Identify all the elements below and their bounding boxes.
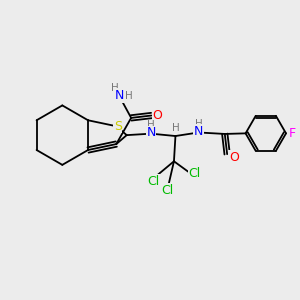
Text: N: N bbox=[194, 125, 203, 138]
Text: S: S bbox=[114, 120, 122, 133]
Text: N: N bbox=[146, 126, 156, 139]
Text: O: O bbox=[152, 109, 162, 122]
Text: H: H bbox=[147, 120, 155, 130]
Text: Cl: Cl bbox=[161, 184, 173, 197]
Text: F: F bbox=[289, 127, 296, 140]
Text: H: H bbox=[172, 123, 179, 133]
Text: H: H bbox=[125, 91, 133, 100]
Text: Cl: Cl bbox=[189, 167, 201, 180]
Text: H: H bbox=[195, 119, 203, 129]
Text: Cl: Cl bbox=[148, 175, 160, 188]
Text: H: H bbox=[111, 83, 119, 93]
Text: O: O bbox=[229, 151, 238, 164]
Text: N: N bbox=[115, 89, 124, 102]
